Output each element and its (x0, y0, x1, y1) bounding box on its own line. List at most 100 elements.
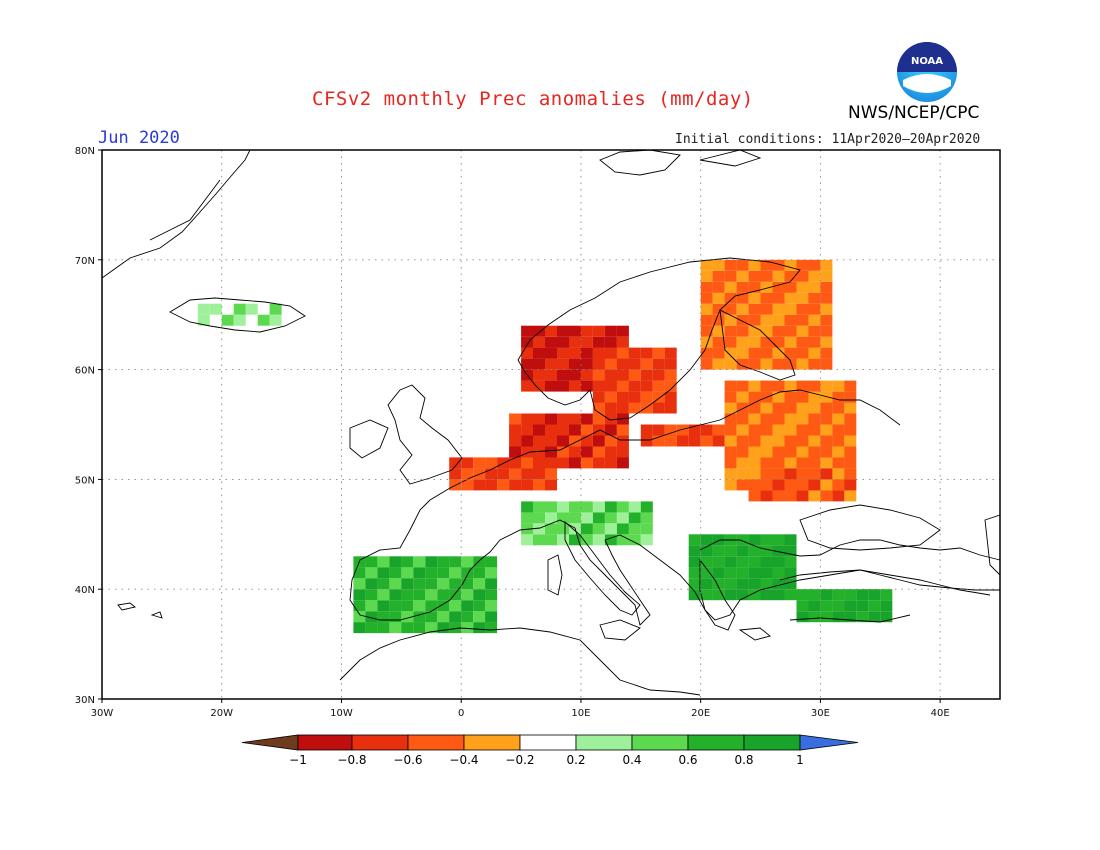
anomaly-cell (760, 413, 773, 425)
anomaly-cell (712, 358, 725, 370)
anomaly-cell (580, 413, 593, 425)
colorbar-segment (687, 734, 745, 751)
anomaly-cell (425, 556, 438, 568)
anomaly-cell (521, 413, 534, 425)
colorbar-label: −0.6 (393, 753, 422, 767)
anomaly-cell (736, 578, 749, 590)
anomaly-cell (820, 259, 833, 271)
anomaly-cell (808, 611, 821, 623)
anomaly-cell (437, 600, 450, 612)
anomaly-cell (545, 457, 557, 469)
anomaly-cell (449, 589, 462, 601)
anomaly-cell (724, 336, 737, 348)
y-tick-label: 70N (75, 256, 95, 267)
anomaly-cell (868, 611, 881, 623)
anomaly-cell (712, 424, 725, 436)
anomaly-cell (521, 501, 534, 513)
anomaly-cell (616, 523, 629, 535)
anomaly-cell (604, 325, 617, 337)
anomaly-cell (557, 435, 569, 447)
anomaly-cell (616, 446, 629, 458)
anomaly-cell (461, 622, 474, 634)
anomaly-cell (592, 347, 605, 359)
anomaly-cell (616, 512, 629, 524)
anomaly-cell (389, 578, 402, 590)
anomaly-cell (724, 347, 737, 359)
anomaly-cell (485, 578, 498, 590)
anomaly-cell (772, 292, 785, 304)
anomaly-cell (545, 336, 557, 348)
anomaly-cell (736, 567, 749, 579)
anomaly-cell (616, 402, 629, 414)
anomaly-cell (365, 567, 378, 579)
anomaly-cell (437, 567, 450, 579)
anomaly-cell (652, 380, 665, 392)
anomaly-cell (736, 402, 749, 414)
anomaly-cell (485, 611, 498, 623)
anomaly-cell (557, 534, 569, 546)
anomaly-cell (724, 380, 737, 392)
anomaly-cell (688, 589, 701, 601)
anomaly-cell (640, 523, 653, 535)
anomaly-cell (700, 270, 713, 282)
anomaly-cell (401, 611, 414, 623)
anomaly-cell (640, 402, 653, 414)
anomaly-cell (808, 457, 821, 469)
anomaly-cell (844, 468, 857, 480)
anomaly-cell (844, 424, 857, 436)
anomaly-cell (772, 435, 785, 447)
anomaly-cell (604, 358, 617, 370)
anomaly-cell (808, 292, 821, 304)
anomaly-cell (784, 589, 797, 601)
anomaly-cell (760, 292, 773, 304)
anomaly-cell (604, 347, 617, 359)
anomaly-cell (820, 600, 833, 612)
y-tick-label: 50N (75, 475, 95, 486)
anomaly-cell (760, 446, 773, 458)
anomaly-cell (808, 281, 821, 293)
anomaly-cell (736, 292, 749, 304)
anomaly-cell (772, 380, 785, 392)
anomaly-cell (796, 347, 809, 359)
anomaly-cell (604, 523, 617, 535)
anomaly-cell (832, 611, 845, 623)
anomaly-cell (628, 501, 641, 513)
anomaly-cell (796, 270, 809, 282)
anomaly-cell (760, 479, 773, 491)
anomaly-cell (580, 512, 593, 524)
anomaly-cell (640, 501, 653, 513)
anomaly-cell (748, 578, 761, 590)
coastlines (101, 149, 1001, 696)
anomaly-cell (808, 325, 821, 337)
anomaly-cell (808, 391, 821, 403)
anomaly-cell (365, 611, 378, 623)
anomaly-cell (712, 281, 725, 293)
anomaly-cell (724, 479, 737, 491)
anomaly-cell (353, 578, 366, 590)
anomaly-cell (712, 314, 725, 326)
anomaly-cell (712, 556, 725, 568)
anomaly-cell (724, 567, 737, 579)
anomaly-cell (748, 468, 761, 480)
anomaly-cell (592, 336, 605, 348)
anomaly-cell (796, 325, 809, 337)
anomaly-cell (616, 369, 629, 381)
anomaly-cell (760, 424, 773, 436)
anomaly-cell (473, 556, 486, 568)
anomaly-cell (616, 325, 629, 337)
anomaly-cell (616, 336, 629, 348)
anomaly-cell (760, 435, 773, 447)
anomaly-cell (652, 402, 665, 414)
anomaly-cell (808, 358, 821, 370)
anomaly-cell (592, 534, 605, 546)
anomaly-cell (485, 567, 498, 579)
anomaly-cell (772, 413, 785, 425)
anomaly-cell (748, 479, 761, 491)
anomaly-cell (712, 578, 725, 590)
anomaly-cell (688, 435, 701, 447)
anomaly-cell (784, 347, 797, 359)
anomaly-cell (592, 413, 605, 425)
anomaly-cell (700, 578, 713, 590)
anomaly-cell (844, 380, 857, 392)
anomaly-cell (557, 512, 569, 524)
